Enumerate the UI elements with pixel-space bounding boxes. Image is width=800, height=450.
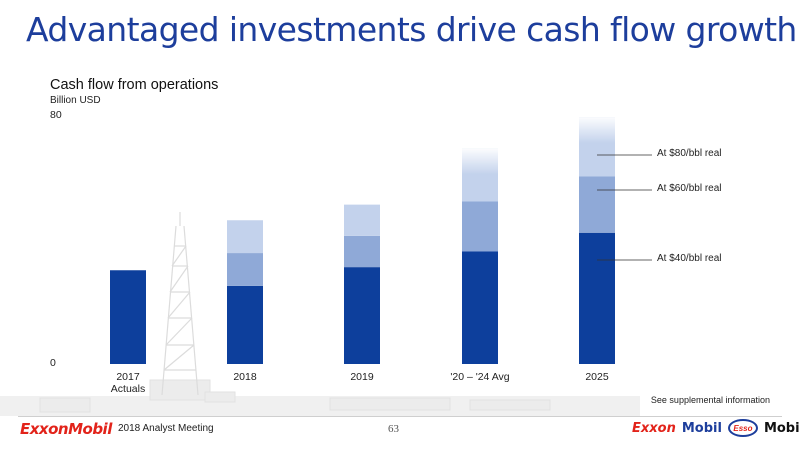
bar-1-4 bbox=[462, 251, 498, 364]
x-tick-label: 2025 bbox=[552, 371, 642, 383]
exxon-logo: Exxon bbox=[632, 420, 676, 436]
bar-1-3 bbox=[344, 267, 380, 364]
bar-2-4 bbox=[462, 201, 498, 252]
x-tick-label-main: 2018 bbox=[233, 371, 257, 383]
x-tick-label: 2018 bbox=[200, 371, 290, 383]
x-tick-label-main: '20 – '24 Avg bbox=[450, 371, 510, 383]
exxonmobil-logo: ExxonMobil bbox=[20, 420, 112, 438]
series-label-2: At $60/bbl real bbox=[657, 183, 722, 194]
bar-3-3 bbox=[344, 204, 380, 236]
x-tick-label: 2017 Actuals bbox=[83, 371, 173, 395]
bar-3-2 bbox=[227, 220, 263, 254]
y-tick-max: 80 bbox=[50, 109, 62, 121]
footer-divider bbox=[18, 416, 782, 417]
series-label-1: At $40/bbl real bbox=[657, 253, 722, 264]
x-tick-label-main: 2017 bbox=[116, 371, 140, 383]
x-tick-label-main: 2019 bbox=[350, 371, 374, 383]
y-tick-zero: 0 bbox=[50, 357, 56, 369]
mobil1-text: Mobil bbox=[763, 420, 800, 436]
x-tick-label: '20 – '24 Avg bbox=[435, 371, 525, 383]
series-label-3: At $80/bbl real bbox=[657, 148, 722, 159]
bar-1-5 bbox=[579, 232, 615, 364]
mobil-logo: Mobil bbox=[681, 420, 722, 436]
x-tick-label-sub: Actuals bbox=[110, 383, 146, 395]
chart-title: Cash flow from operations bbox=[50, 77, 219, 93]
bar-fade-4 bbox=[462, 148, 498, 175]
bar-2-5 bbox=[579, 176, 615, 233]
page-number: 63 bbox=[388, 423, 399, 435]
bar-1-1 bbox=[110, 270, 146, 364]
mobil1-logo: Mobil 1 bbox=[764, 421, 800, 436]
bar-fade-5 bbox=[579, 117, 615, 144]
x-tick-label: 2019 bbox=[317, 371, 407, 383]
y-axis-unit: Billion USD bbox=[50, 95, 101, 106]
supplemental-note: See supplemental information bbox=[650, 395, 770, 405]
bar-2-3 bbox=[344, 235, 380, 268]
slide-title: Advantaged investments drive cash flow g… bbox=[26, 10, 797, 49]
x-tick-label-main: 2025 bbox=[585, 371, 609, 383]
brand-logos: Exxon Mobil Esso Mobil 1 bbox=[632, 419, 800, 437]
bar-2-2 bbox=[227, 253, 263, 286]
meeting-name: 2018 Analyst Meeting bbox=[118, 423, 214, 434]
bar-1-2 bbox=[227, 285, 263, 364]
esso-logo: Esso bbox=[727, 419, 758, 437]
